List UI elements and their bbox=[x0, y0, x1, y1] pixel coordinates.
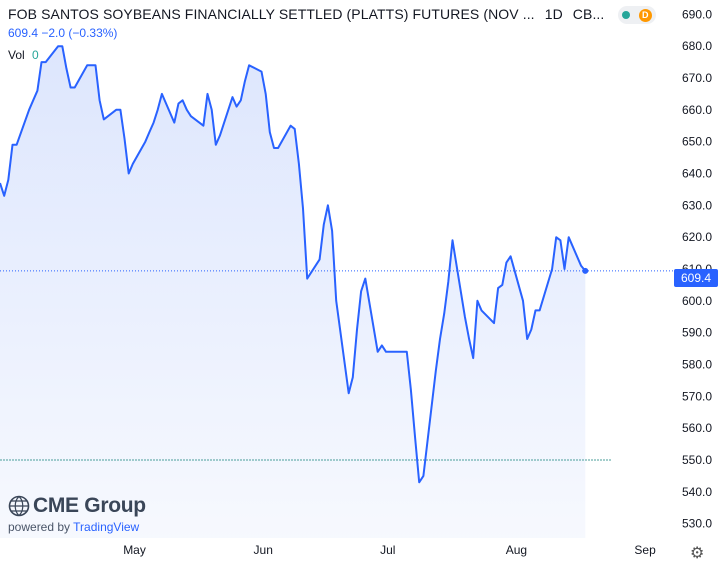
x-tick-label: Aug bbox=[506, 543, 527, 557]
volume-value: 0 bbox=[32, 48, 39, 62]
y-tick-label: 540.0 bbox=[682, 485, 712, 499]
powered-prefix: powered by bbox=[8, 520, 71, 534]
title-row: FOB SANTOS SOYBEANS FINANCIALLY SETTLED … bbox=[8, 6, 608, 22]
y-tick-label: 640.0 bbox=[682, 166, 712, 180]
logo-row: CME Group bbox=[8, 494, 146, 518]
y-tick-label: 670.0 bbox=[682, 71, 712, 85]
area-fill-layer bbox=[0, 46, 586, 538]
powered-by-line: powered by TradingView bbox=[8, 520, 146, 534]
y-tick-label: 580.0 bbox=[682, 358, 712, 372]
y-tick-label: 590.0 bbox=[682, 326, 712, 340]
price-change: −2.0 (−0.33%) bbox=[41, 26, 118, 40]
chart-header: FOB SANTOS SOYBEANS FINANCIALLY SETTLED … bbox=[8, 6, 608, 62]
y-axis[interactable]: 530.0 540.0 550.0 560.0 570.0 580.0 590.0 600.0… bbox=[682, 7, 712, 530]
y-tick-label: 600.0 bbox=[682, 294, 712, 308]
cme-logo[interactable]: CME Group powered by TradingView bbox=[8, 494, 146, 534]
price-series-line bbox=[0, 45, 587, 484]
y-tick-label: 650.0 bbox=[682, 135, 712, 149]
last-point-marker bbox=[582, 267, 589, 274]
delayed-data-icon: D bbox=[638, 8, 652, 22]
volume-row[interactable]: Vol 0 bbox=[8, 48, 608, 62]
cme-globe-icon bbox=[8, 495, 30, 517]
y-tick-label: 560.0 bbox=[682, 421, 712, 435]
logo-text: CME Group bbox=[33, 494, 146, 517]
y-tick-label: 680.0 bbox=[682, 39, 712, 53]
interval-label[interactable]: 1D bbox=[544, 6, 563, 22]
price-row: 609.4 −2.0 (−0.33%) bbox=[8, 26, 608, 40]
x-tick-label: Jul bbox=[380, 543, 395, 557]
gear-icon[interactable]: ⚙ bbox=[690, 545, 705, 562]
y-tick-label: 550.0 bbox=[682, 453, 712, 467]
y-tick-label: 630.0 bbox=[682, 198, 712, 212]
x-axis[interactable]: May Jun Jul Aug Sep bbox=[123, 543, 656, 557]
y-tick-label: 660.0 bbox=[682, 103, 712, 117]
last-price: 609.4 bbox=[8, 26, 39, 40]
y-tick-label: 690.0 bbox=[682, 7, 712, 21]
y-tick-label: 570.0 bbox=[682, 389, 712, 403]
y-tick-label: 530.0 bbox=[682, 517, 712, 531]
x-tick-label: Sep bbox=[634, 543, 656, 557]
price-line-layer bbox=[0, 45, 589, 484]
symbol-title[interactable]: FOB SANTOS SOYBEANS FINANCIALLY SETTLED … bbox=[8, 6, 535, 22]
last-price-badge: 609.4 bbox=[674, 269, 718, 287]
exchange-label: CB... bbox=[572, 6, 605, 22]
y-tick-label: 620.0 bbox=[682, 230, 712, 244]
tradingview-link[interactable]: TradingView bbox=[73, 520, 140, 534]
volume-label: Vol bbox=[8, 48, 25, 62]
price-area bbox=[0, 46, 586, 538]
market-open-dot-icon bbox=[622, 11, 631, 19]
x-tick-label: Jun bbox=[254, 543, 273, 557]
x-tick-label: May bbox=[123, 543, 146, 557]
market-status-pill[interactable]: D bbox=[618, 6, 656, 24]
